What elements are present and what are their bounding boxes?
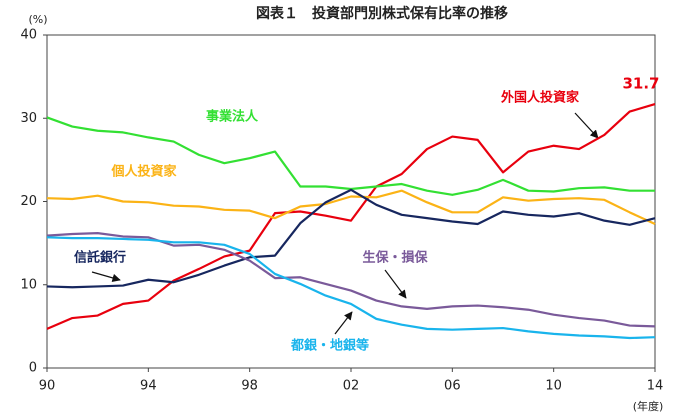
series-label: 外国人投資家: [500, 90, 580, 106]
x-tick-label: 14: [647, 379, 664, 394]
series-line: [46, 236, 656, 340]
y-tick-label: 0: [29, 361, 37, 376]
y-tick-label: 30: [20, 111, 37, 126]
series-line: [46, 232, 656, 328]
y-axis-unit: (%): [28, 13, 47, 26]
series-label: 個人投資家: [110, 164, 177, 180]
y-tick-label: 20: [20, 194, 37, 209]
y-tick-label: 10: [20, 277, 37, 292]
arrow: [384, 269, 407, 299]
x-tick-label: 10: [545, 379, 562, 394]
series-line: [46, 189, 656, 225]
x-tick-label: 02: [343, 379, 360, 394]
x-tick-label: 90: [39, 379, 56, 394]
series-line: [46, 103, 656, 330]
series-line: [46, 188, 656, 289]
y-tick-label: 40: [20, 28, 37, 43]
value-label: 31.7: [622, 75, 659, 93]
series-label: 都銀・地銀等: [290, 338, 369, 354]
series-label: 信託銀行: [74, 250, 126, 266]
arrow: [574, 112, 599, 139]
x-tick-label: 06: [444, 379, 461, 394]
chart-title: 図表１ 投資部門別株式保有比率の推移: [256, 5, 508, 22]
x-tick-label: 98: [241, 379, 258, 394]
arrow: [91, 271, 121, 282]
arrow: [334, 311, 353, 335]
x-tick-label: 94: [140, 379, 157, 394]
x-axis-unit: (年度): [633, 399, 664, 413]
series-label: 事業法人: [206, 109, 259, 125]
series-line: [46, 116, 655, 196]
series-label: 生保・損保: [362, 250, 428, 266]
